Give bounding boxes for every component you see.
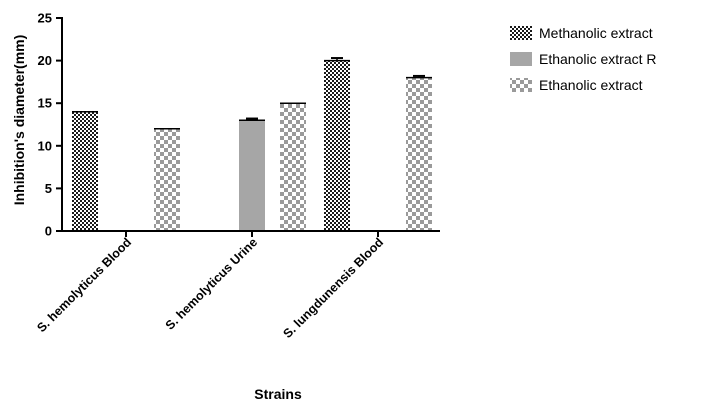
y-tick-label: 15: [38, 96, 52, 111]
y-tick-label: 0: [45, 224, 52, 239]
axes-layer: [61, 17, 440, 232]
bars-layer: [72, 59, 432, 231]
bar-ethanolic-extract-s-lungdunensis-blood: [406, 77, 432, 231]
bar-ethanolic-extract-r-s-hemolyticus-urine: [239, 120, 265, 231]
legend-label-ethanolic-extract-r: Ethanolic extract R: [539, 51, 657, 67]
legend-label-methanolic-extract: Methanolic extract: [539, 25, 653, 41]
y-tick-label: 5: [45, 181, 52, 196]
legend: Methanolic extract Ethanolic extract R Eth…: [510, 25, 657, 93]
y-tick-label: 20: [38, 53, 52, 68]
error-bars-layer: [246, 57, 425, 121]
x-ticks: S. hemolyticus Blood S. hemolyticus Urine…: [34, 231, 386, 341]
x-axis-title: Strains: [254, 386, 302, 402]
bar-methanolic-extract-s-hemolyticus-blood: [72, 111, 98, 231]
y-tick-label: 25: [38, 11, 52, 26]
legend-label-ethanolic-extract: Ethanolic extract: [539, 77, 643, 93]
legend-swatch-methanolic-extract: [510, 26, 532, 40]
x-tick-label: S. lungdunensis Blood: [280, 235, 386, 341]
bar-methanolic-extract-s-lungdunensis-blood: [324, 60, 350, 231]
bar-ethanolic-extract-s-hemolyticus-urine: [280, 103, 306, 231]
y-axis-title: Inhibition's diameter(mm): [11, 35, 27, 206]
bar-ethanolic-extract-s-hemolyticus-blood: [154, 128, 180, 231]
y-ticks: 0 5 10 15 20 25: [38, 11, 62, 239]
x-tick-label: S. hemolyticus Urine: [163, 235, 260, 332]
x-tick-label: S. hemolyticus Blood: [34, 235, 134, 335]
legend-swatch-ethanolic-extract: [510, 78, 532, 92]
legend-swatch-ethanolic-extract-r: [510, 52, 532, 66]
y-tick-label: 10: [38, 138, 52, 153]
